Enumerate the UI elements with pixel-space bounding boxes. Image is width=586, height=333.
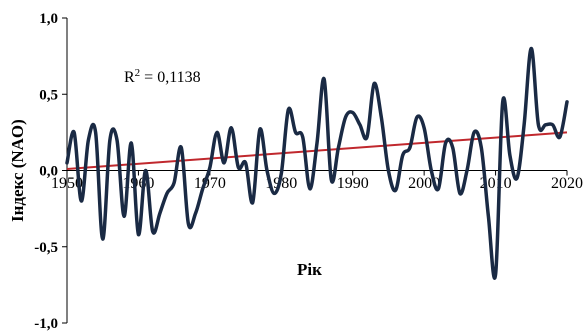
x-tick-label: 2020 (551, 175, 583, 192)
r-squared-superscript: 2 (135, 67, 141, 79)
r-squared-annotation: R2 = 0,1138 (124, 67, 201, 86)
y-tick-label: 0,0 (39, 164, 58, 180)
r-squared-base: R (124, 69, 135, 86)
x-tick-label: 1980 (265, 175, 297, 192)
y-tick-label: 0,5 (39, 87, 58, 103)
x-tick-label: 1950 (51, 175, 83, 192)
x-axis-title: Рік (297, 260, 322, 279)
nao-series-line (65, 46, 569, 280)
plot-area: 1,00,50,0-0,5-1,0 1950 1960 1970 1980 1990 20… (34, 11, 583, 332)
y-tick-label: -1,0 (34, 316, 58, 332)
x-axis-ticks: 1950 1960 1970 1980 1990 2000 2010 2020 (51, 170, 583, 192)
x-tick-label: 2010 (480, 175, 512, 192)
y-axis-ticks: 1,0 0,5 0,0 -0,5 -1,0 (34, 11, 67, 332)
r-squared-value: = 0,1138 (140, 69, 200, 86)
y-tick-label: 1,0 (39, 11, 58, 27)
x-tick-label: 1970 (194, 175, 226, 192)
x-tick-label: 1990 (337, 175, 369, 192)
y-tick-label: -0,5 (34, 240, 58, 256)
y-axis-title: Індекс (NAO) (8, 119, 27, 222)
